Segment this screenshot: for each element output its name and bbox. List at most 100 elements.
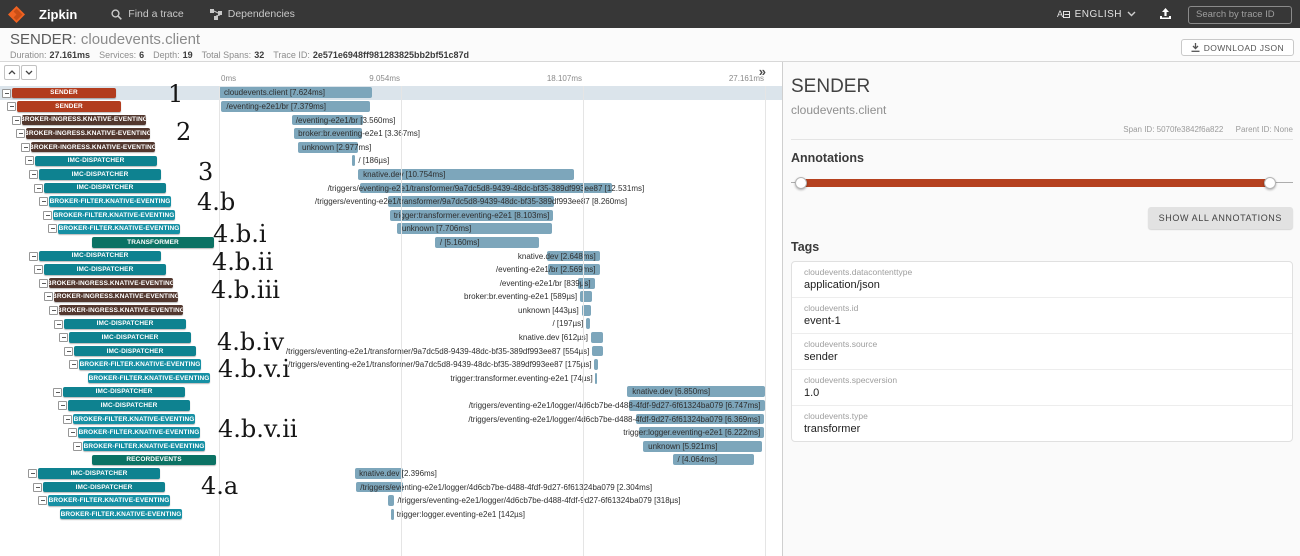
collapse-minus-icon[interactable] bbox=[48, 224, 57, 234]
span-row[interactable]: BROKER-INGRESS.KNATIVE-EVENTING/eventing… bbox=[0, 113, 782, 127]
span-row[interactable]: BROKER-FILTER.KNATIVE-EVENTING trigger:lo… bbox=[0, 507, 782, 521]
span-duration-bar[interactable] bbox=[387, 196, 554, 207]
collapse-minus-icon[interactable] bbox=[64, 346, 73, 356]
span-row[interactable]: IMC-DISPATCHER / [186µs] bbox=[0, 154, 782, 168]
collapse-minus-icon[interactable] bbox=[73, 441, 82, 451]
span-duration-bar[interactable] bbox=[356, 481, 403, 493]
collapse-minus-icon[interactable] bbox=[38, 496, 47, 506]
span-row[interactable]: BROKER-FILTER.KNATIVE-EVENTING trigger:tr… bbox=[0, 371, 782, 385]
span-row[interactable]: BROKER-FILTER.KNATIVE-EVENTING trigger:tr… bbox=[0, 208, 782, 222]
collapse-detail-icon[interactable]: » bbox=[758, 64, 766, 79]
slider-handle-left[interactable] bbox=[795, 177, 808, 189]
span-row[interactable]: IMC-DISPATCHER/eventing-e2e1/br [2.569ms… bbox=[0, 263, 782, 277]
collapse-minus-icon[interactable] bbox=[34, 265, 43, 275]
collapse-minus-icon[interactable] bbox=[21, 142, 30, 152]
download-json-button[interactable]: DOWNLOAD JSON bbox=[1180, 39, 1294, 56]
span-duration-bar[interactable] bbox=[355, 468, 404, 479]
collapse-minus-icon[interactable] bbox=[7, 102, 16, 112]
span-row[interactable]: IMC-DISPATCHER/triggers/eventing-e2e1/lo… bbox=[0, 399, 782, 413]
service-badge[interactable]: IMC-DISPATCHER bbox=[44, 264, 166, 275]
service-badge[interactable]: IMC-DISPATCHER bbox=[39, 169, 161, 180]
collapse-minus-icon[interactable] bbox=[29, 170, 38, 180]
collapse-minus-icon[interactable] bbox=[68, 428, 77, 438]
span-row[interactable]: BROKER-INGRESS.KNATIVE-EVENTING unknown [… bbox=[0, 304, 782, 318]
language-selector[interactable]: A ENGLISH bbox=[1057, 8, 1141, 20]
collapse-minus-icon[interactable] bbox=[12, 115, 21, 125]
service-badge[interactable]: BROKER-INGRESS.KNATIVE-EVENTING bbox=[59, 305, 183, 316]
service-badge[interactable]: RECORDEVENTS bbox=[92, 454, 216, 466]
service-badge[interactable]: IMC-DISPATCHER bbox=[64, 318, 186, 330]
service-badge[interactable]: BROKER-FILTER.KNATIVE-EVENTING bbox=[48, 495, 170, 506]
span-row[interactable]: BROKER-INGRESS.KNATIVE-EVENTING broker:br… bbox=[0, 290, 782, 304]
service-badge[interactable]: BROKER-INGRESS.KNATIVE-EVENTING bbox=[49, 277, 173, 289]
collapse-minus-icon[interactable] bbox=[69, 360, 78, 370]
span-duration-bar[interactable] bbox=[639, 427, 765, 439]
service-badge[interactable]: TRANSFORMER bbox=[92, 237, 214, 248]
span-row[interactable]: BROKER-FILTER.KNATIVE-EVENTING/triggers/… bbox=[0, 494, 782, 508]
collapse-minus-icon[interactable] bbox=[29, 251, 38, 261]
span-duration-bar[interactable] bbox=[582, 304, 591, 316]
span-row[interactable]: BROKER-FILTER.KNATIVE-EVENTING/triggers/… bbox=[0, 195, 782, 209]
span-duration-bar[interactable] bbox=[298, 141, 358, 153]
span-row[interactable]: IMC-DISPATCHER knative.dev [2.396ms] bbox=[0, 467, 782, 481]
span-row[interactable]: BROKER-FILTER.KNATIVE-EVENTING unknown [7… bbox=[0, 222, 782, 236]
span-row[interactable]: BROKER-INGRESS.KNATIVE-EVENTING unknown [… bbox=[0, 140, 782, 154]
collapse-minus-icon[interactable] bbox=[39, 197, 48, 207]
collapse-minus-icon[interactable] bbox=[25, 156, 34, 166]
span-duration-bar[interactable] bbox=[627, 386, 765, 398]
span-duration-bar[interactable] bbox=[294, 128, 362, 139]
span-row[interactable]: IMC-DISPATCHER/triggers/eventing-e2e1/lo… bbox=[0, 480, 782, 494]
service-badge[interactable]: IMC-DISPATCHER bbox=[38, 468, 160, 479]
span-duration-bar[interactable] bbox=[351, 155, 356, 167]
span-row[interactable]: BROKER-FILTER.KNATIVE-EVENTING trigger:lo… bbox=[0, 426, 782, 440]
service-badge[interactable]: IMC-DISPATCHER bbox=[35, 155, 157, 166]
span-row[interactable]: BROKER-FILTER.KNATIVE-EVENTING/triggers/… bbox=[0, 412, 782, 426]
span-row[interactable]: BROKER-FILTER.KNATIVE-EVENTING unknown [5… bbox=[0, 439, 782, 453]
span-duration-bar[interactable] bbox=[577, 277, 595, 289]
collapse-minus-icon[interactable] bbox=[2, 88, 11, 98]
span-duration-bar[interactable] bbox=[360, 182, 612, 194]
span-duration-bar[interactable] bbox=[291, 114, 364, 126]
service-badge[interactable]: BROKER-FILTER.KNATIVE-EVENTING bbox=[73, 413, 195, 425]
service-badge[interactable]: IMC-DISPATCHER bbox=[69, 332, 191, 343]
service-badge[interactable]: BROKER-INGRESS.KNATIVE-EVENTING bbox=[31, 141, 155, 153]
span-row[interactable]: IMC-DISPATCHER knative.dev [6.850ms] bbox=[0, 385, 782, 399]
service-badge[interactable]: IMC-DISPATCHER bbox=[44, 182, 166, 194]
service-badge[interactable]: IMC-DISPATCHER bbox=[39, 250, 161, 262]
span-duration-bar[interactable] bbox=[636, 413, 765, 425]
service-badge[interactable]: BROKER-INGRESS.KNATIVE-EVENTING bbox=[26, 128, 150, 139]
collapse-minus-icon[interactable] bbox=[54, 319, 63, 329]
upload-trace-button[interactable] bbox=[1159, 7, 1172, 21]
search-by-trace-id-input[interactable] bbox=[1188, 5, 1292, 24]
expand-all-button[interactable] bbox=[21, 65, 37, 80]
span-row[interactable]: SENDER cloudevents.client [7.624ms] bbox=[0, 86, 782, 100]
span-duration-bar[interactable] bbox=[388, 495, 395, 506]
service-badge[interactable]: BROKER-FILTER.KNATIVE-EVENTING bbox=[49, 196, 171, 207]
nav-find-a-trace[interactable]: Find a trace bbox=[111, 8, 184, 20]
span-row[interactable]: RECORDEVENTS / [4.064ms] bbox=[0, 453, 782, 467]
span-duration-bar[interactable] bbox=[390, 508, 394, 520]
span-duration-bar[interactable] bbox=[219, 87, 373, 99]
service-badge[interactable]: SENDER bbox=[12, 87, 116, 98]
collapse-minus-icon[interactable] bbox=[28, 469, 37, 479]
collapse-minus-icon[interactable] bbox=[53, 387, 62, 397]
span-duration-bar[interactable] bbox=[591, 345, 604, 357]
collapse-minus-icon[interactable] bbox=[33, 482, 42, 492]
collapse-all-button[interactable] bbox=[4, 65, 20, 80]
service-badge[interactable]: BROKER-FILTER.KNATIVE-EVENTING bbox=[60, 509, 182, 520]
nav-dependencies[interactable]: Dependencies bbox=[209, 8, 295, 20]
service-badge[interactable]: BROKER-FILTER.KNATIVE-EVENTING bbox=[79, 359, 201, 370]
span-duration-bar[interactable] bbox=[629, 400, 765, 411]
service-badge[interactable]: BROKER-FILTER.KNATIVE-EVENTING bbox=[53, 209, 175, 221]
span-row[interactable]: IMC-DISPATCHER knative.dev [10.754ms] bbox=[0, 168, 782, 182]
collapse-minus-icon[interactable] bbox=[39, 278, 48, 288]
span-duration-bar[interactable] bbox=[546, 250, 600, 262]
service-badge[interactable]: IMC-DISPATCHER bbox=[63, 386, 185, 398]
span-row[interactable]: IMC-DISPATCHER knative.dev [612µs] bbox=[0, 331, 782, 345]
collapse-minus-icon[interactable] bbox=[16, 129, 25, 139]
collapse-minus-icon[interactable] bbox=[58, 401, 67, 411]
span-duration-bar[interactable] bbox=[548, 264, 600, 275]
service-badge[interactable]: BROKER-FILTER.KNATIVE-EVENTING bbox=[83, 441, 205, 452]
span-row[interactable]: IMC-DISPATCHER/triggers/eventing-e2e1/tr… bbox=[0, 181, 782, 195]
service-badge[interactable]: IMC-DISPATCHER bbox=[68, 400, 190, 411]
